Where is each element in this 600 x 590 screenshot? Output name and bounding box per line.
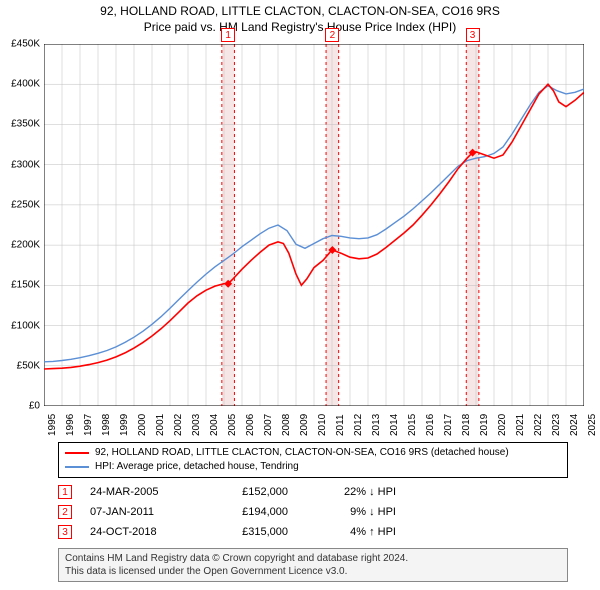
event-band-chip: 3 (466, 28, 480, 42)
x-axis-tick-label: 1996 (65, 414, 76, 436)
event-price: £152,000 (208, 486, 288, 498)
event-date: 24-MAR-2005 (90, 486, 190, 498)
x-axis-tick-label: 2017 (443, 414, 454, 436)
event-marker-icon: 2 (58, 505, 72, 519)
event-row: 3 24-OCT-2018 £315,000 4% ↑ HPI (58, 522, 396, 542)
legend-row: HPI: Average price, detached house, Tend… (65, 460, 561, 474)
legend: 92, HOLLAND ROAD, LITTLE CLACTON, CLACTO… (58, 442, 568, 478)
x-axis-tick-label: 2011 (335, 414, 346, 436)
x-axis-tick-label: 2008 (281, 414, 292, 436)
x-axis-tick-label: 2024 (569, 414, 580, 436)
event-marker-icon: 3 (58, 525, 72, 539)
event-row: 1 24-MAR-2005 £152,000 22% ↓ HPI (58, 482, 396, 502)
x-axis-tick-label: 2020 (497, 414, 508, 436)
event-band-chip: 1 (221, 28, 235, 42)
x-axis-tick-label: 2002 (173, 414, 184, 436)
event-delta: 22% ↓ HPI (306, 486, 396, 498)
x-axis-tick-label: 2009 (299, 414, 310, 436)
x-axis-tick-label: 2023 (551, 414, 562, 436)
event-delta: 9% ↓ HPI (306, 506, 396, 518)
x-axis-tick-label: 2016 (425, 414, 436, 436)
event-row: 2 07-JAN-2011 £194,000 9% ↓ HPI (58, 502, 396, 522)
chart-svg (44, 44, 584, 406)
event-price: £315,000 (208, 526, 288, 538)
event-price: £194,000 (208, 506, 288, 518)
x-axis-tick-label: 2012 (353, 414, 364, 436)
y-axis-tick-label: £200K (0, 240, 40, 251)
event-delta: 4% ↑ HPI (306, 526, 396, 538)
legend-label: 92, HOLLAND ROAD, LITTLE CLACTON, CLACTO… (95, 446, 509, 460)
x-axis-tick-label: 1998 (101, 414, 112, 436)
x-axis-tick-label: 2006 (245, 414, 256, 436)
x-axis-tick-label: 2018 (461, 414, 472, 436)
footer-attribution: Contains HM Land Registry data © Crown c… (58, 548, 568, 582)
legend-swatch (65, 452, 89, 454)
legend-label: HPI: Average price, detached house, Tend… (95, 460, 299, 474)
event-marker-icon: 1 (58, 485, 72, 499)
x-axis-tick-label: 2015 (407, 414, 418, 436)
x-axis-tick-label: 2013 (371, 414, 382, 436)
y-axis-tick-label: £250K (0, 199, 40, 210)
x-axis-tick-label: 2010 (317, 414, 328, 436)
event-date: 24-OCT-2018 (90, 526, 190, 538)
y-axis-tick-label: £350K (0, 119, 40, 130)
title-line-2: Price paid vs. HM Land Registry's House … (0, 20, 600, 36)
x-axis-tick-label: 2022 (533, 414, 544, 436)
legend-swatch (65, 466, 89, 468)
x-axis-tick-label: 2004 (209, 414, 220, 436)
x-axis-tick-label: 2007 (263, 414, 274, 436)
y-axis-tick-label: £300K (0, 159, 40, 170)
x-axis-tick-label: 1997 (83, 414, 94, 436)
chart-area: £0£50K£100K£150K£200K£250K£300K£350K£400… (44, 44, 584, 406)
y-axis-tick-label: £0 (0, 401, 40, 412)
footer-line: Contains HM Land Registry data © Crown c… (65, 552, 561, 565)
x-axis-tick-label: 2000 (137, 414, 148, 436)
x-axis-tick-label: 1995 (47, 414, 58, 436)
y-axis-tick-label: £400K (0, 79, 40, 90)
event-date: 07-JAN-2011 (90, 506, 190, 518)
y-axis-tick-label: £450K (0, 39, 40, 50)
x-axis-tick-label: 2005 (227, 414, 238, 436)
x-axis-tick-label: 2001 (155, 414, 166, 436)
event-band-chip: 2 (325, 28, 339, 42)
footer-line: This data is licensed under the Open Gov… (65, 565, 561, 578)
legend-row: 92, HOLLAND ROAD, LITTLE CLACTON, CLACTO… (65, 446, 561, 460)
x-axis-tick-label: 2014 (389, 414, 400, 436)
x-axis-tick-label: 2025 (587, 414, 598, 436)
chart-title-block: 92, HOLLAND ROAD, LITTLE CLACTON, CLACTO… (0, 0, 600, 35)
x-axis-tick-label: 1999 (119, 414, 130, 436)
x-axis-tick-label: 2019 (479, 414, 490, 436)
events-table: 1 24-MAR-2005 £152,000 22% ↓ HPI 2 07-JA… (58, 482, 396, 542)
title-line-1: 92, HOLLAND ROAD, LITTLE CLACTON, CLACTO… (0, 4, 600, 20)
y-axis-tick-label: £100K (0, 320, 40, 331)
x-axis-tick-label: 2003 (191, 414, 202, 436)
y-axis-tick-label: £50K (0, 360, 40, 371)
y-axis-tick-label: £150K (0, 280, 40, 291)
x-axis-tick-label: 2021 (515, 414, 526, 436)
